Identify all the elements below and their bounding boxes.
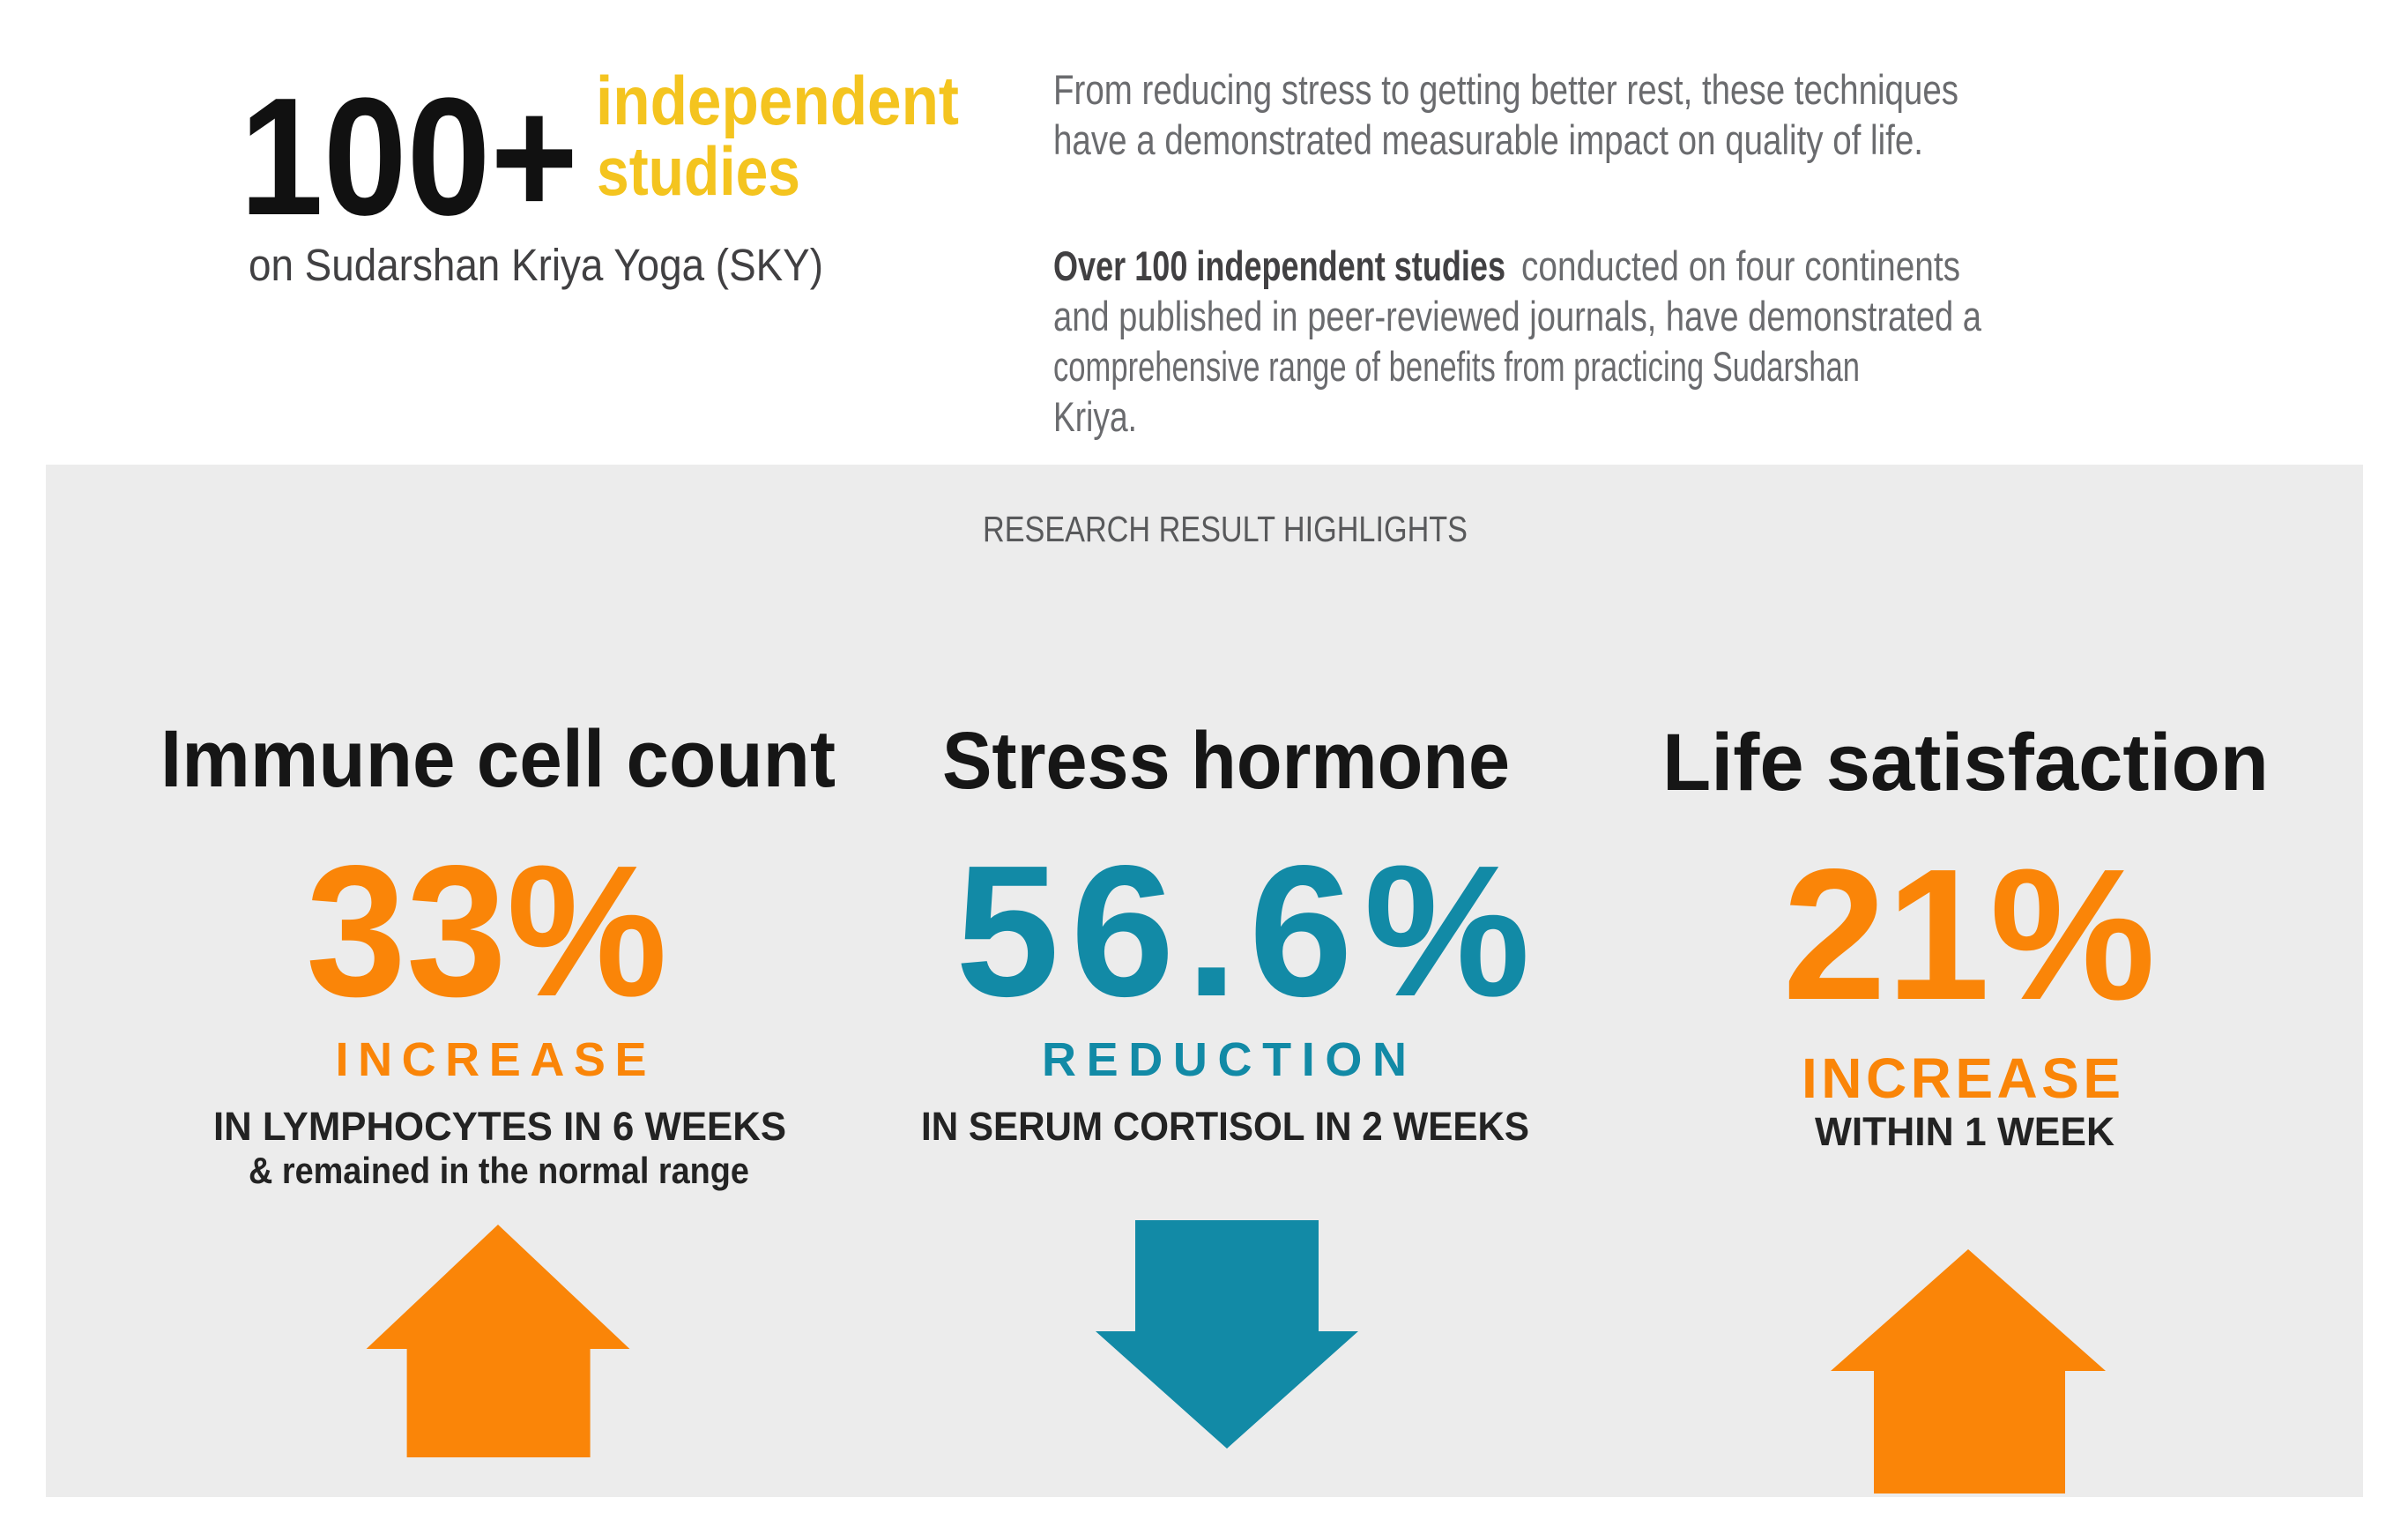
svg-text:INCREASE: INCREASE — [336, 1033, 647, 1086]
svg-text:REDUCTION: REDUCTION — [1042, 1033, 1407, 1086]
svg-text:independent: independent — [596, 62, 959, 139]
svg-text:& remained in the normal range: & remained in the normal range — [249, 1150, 749, 1191]
svg-text:WITHIN 1 WEEK: WITHIN 1 WEEK — [1815, 1109, 2114, 1154]
svg-text:Over 100 independent studies: Over 100 independent studies — [1053, 242, 1505, 289]
svg-text:Life satisfaction: Life satisfaction — [1662, 718, 2269, 808]
svg-text:IN LYMPHOCYTES IN 6 WEEKS: IN LYMPHOCYTES IN 6 WEEKS — [213, 1104, 786, 1149]
svg-text:21%: 21% — [1783, 830, 2156, 1039]
svg-text:From reducing stress to gettin: From reducing stress to getting better r… — [1053, 66, 1958, 113]
svg-text:Immune cell count: Immune cell count — [160, 714, 836, 804]
svg-text:on Sudarshan Kriya Yoga (SKY): on Sudarshan Kriya Yoga (SKY) — [249, 240, 823, 290]
svg-text:comprehensive range of benefit: comprehensive range of benefits from pra… — [1053, 343, 1860, 390]
svg-text:Kriya.: Kriya. — [1053, 393, 1137, 440]
svg-text:RESEARCH RESULT HIGHLIGHTS: RESEARCH RESULT HIGHLIGHTS — [983, 509, 1468, 549]
svg-text:33%: 33% — [306, 826, 667, 1035]
svg-text:IN SERUM CORTISOL IN 2 WEEKS: IN SERUM CORTISOL IN 2 WEEKS — [921, 1104, 1529, 1149]
svg-text:conducted on four continents: conducted on four continents — [1521, 242, 1960, 289]
svg-text:Stress hormone: Stress hormone — [942, 716, 1510, 806]
svg-text:and published in peer-reviewed: and published in peer-reviewed journals,… — [1053, 293, 1982, 339]
svg-text:100+: 100+ — [240, 63, 578, 250]
svg-text:studies: studies — [597, 132, 800, 210]
svg-text:have a demonstrated measurable: have a demonstrated measurable impact on… — [1053, 116, 1923, 163]
svg-text:INCREASE: INCREASE — [1802, 1047, 2121, 1110]
